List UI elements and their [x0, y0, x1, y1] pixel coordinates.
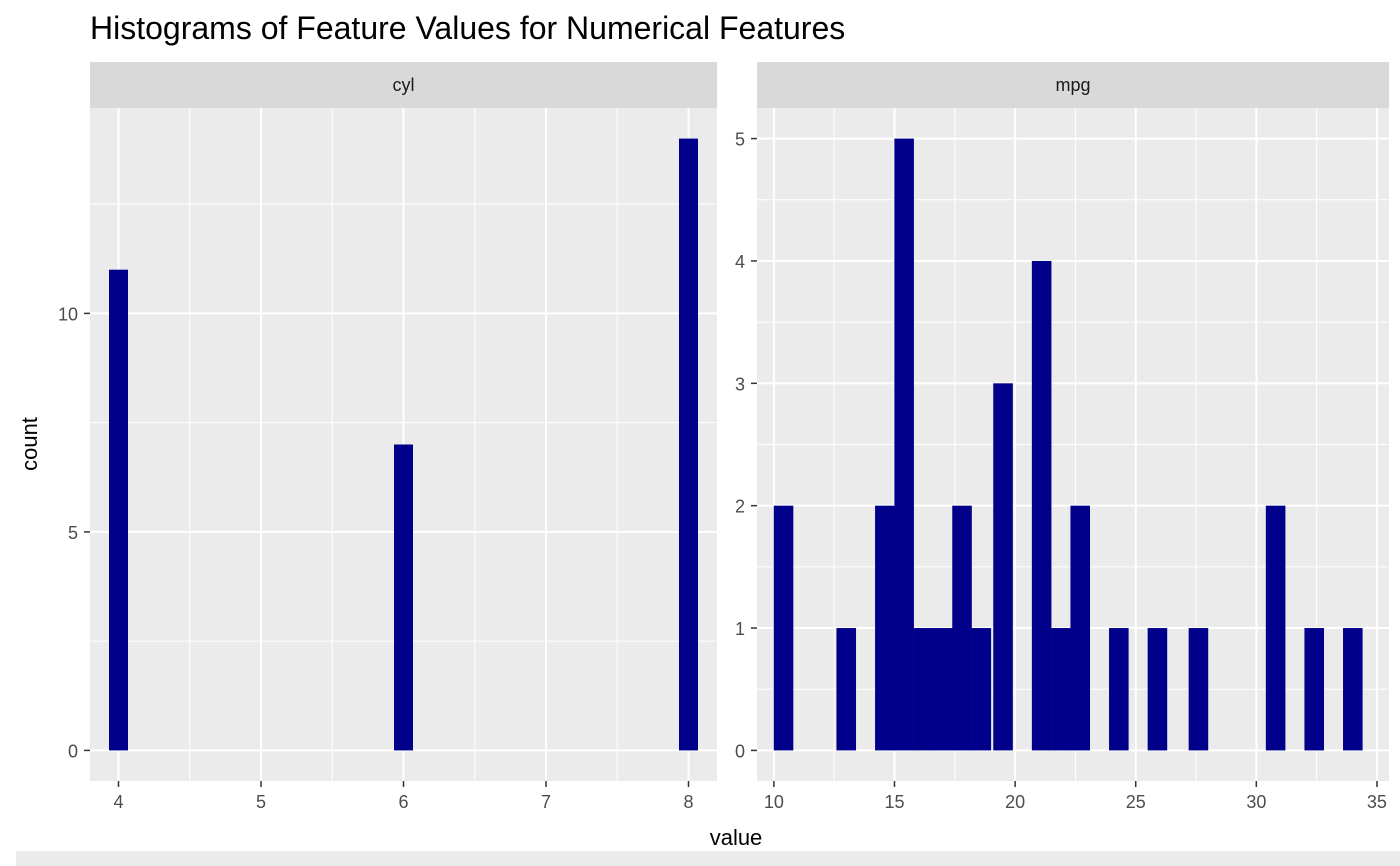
y-tick-label: 0	[735, 741, 745, 761]
histogram-bar	[952, 505, 972, 751]
x-tick-label: 5	[256, 792, 266, 812]
x-tick-label: 8	[683, 792, 693, 812]
histogram-bar	[1304, 628, 1325, 751]
x-tick-label: 4	[113, 792, 123, 812]
x-axis-label: value	[710, 825, 763, 850]
histogram-bar	[1265, 505, 1286, 751]
y-tick-label: 5	[68, 523, 78, 543]
bottom-scroll-strip	[16, 851, 1400, 866]
histogram-bar	[394, 444, 413, 751]
x-tick-label: 10	[764, 792, 784, 812]
x-tick-label: 30	[1246, 792, 1266, 812]
histogram-bar	[1343, 628, 1363, 751]
x-tick-label: 6	[398, 792, 408, 812]
x-tick-label: 7	[541, 792, 551, 812]
histogram-bar	[1051, 628, 1071, 751]
histogram-bar	[1031, 260, 1052, 751]
histogram-bar	[1070, 505, 1091, 751]
histogram-bar	[894, 138, 914, 751]
x-tick-label: 15	[884, 792, 904, 812]
facet-strip-label: mpg	[1055, 75, 1090, 95]
histogram-bar	[836, 628, 857, 751]
y-tick-label: 3	[735, 374, 745, 394]
x-tick-label: 25	[1126, 792, 1146, 812]
facet-cyl: cyl 0 5 10 4 5 6 7 8	[58, 62, 717, 812]
histogram-bar	[1109, 628, 1129, 751]
y-axis-label: count	[17, 417, 42, 471]
facet-panels: cyl 0 5 10 4 5 6 7 8 mpg 0 1 2 3 4 5 10 15 20 25 30 35	[58, 62, 1389, 812]
histogram-bar	[993, 383, 1013, 751]
x-tick-label: 35	[1367, 792, 1387, 812]
y-tick-label: 1	[735, 619, 745, 639]
facet-strip-label: cyl	[393, 75, 415, 95]
facet-strip	[757, 62, 1389, 108]
histogram-bar	[971, 628, 992, 751]
histogram-bar	[932, 628, 953, 751]
y-tick-label: 5	[735, 130, 745, 150]
histogram-bar	[913, 628, 934, 751]
facet-strip	[90, 62, 717, 108]
x-tick-label: 20	[1005, 792, 1025, 812]
facet-mpg: mpg 0 1 2 3 4 5 10 15 20 25 30 35	[735, 62, 1389, 812]
histogram-bar	[1188, 628, 1209, 751]
y-tick-label: 4	[735, 252, 745, 272]
y-tick-label: 2	[735, 497, 745, 517]
histogram-bar	[875, 505, 895, 751]
histogram-bar	[679, 138, 698, 751]
histogram-bar	[109, 269, 128, 751]
y-tick-label: 0	[68, 741, 78, 761]
y-tick-label: 10	[58, 304, 78, 324]
chart-title: Histograms of Feature Values for Numeric…	[90, 10, 845, 46]
histogram-bar	[1147, 628, 1168, 751]
histogram-bar	[773, 505, 794, 751]
